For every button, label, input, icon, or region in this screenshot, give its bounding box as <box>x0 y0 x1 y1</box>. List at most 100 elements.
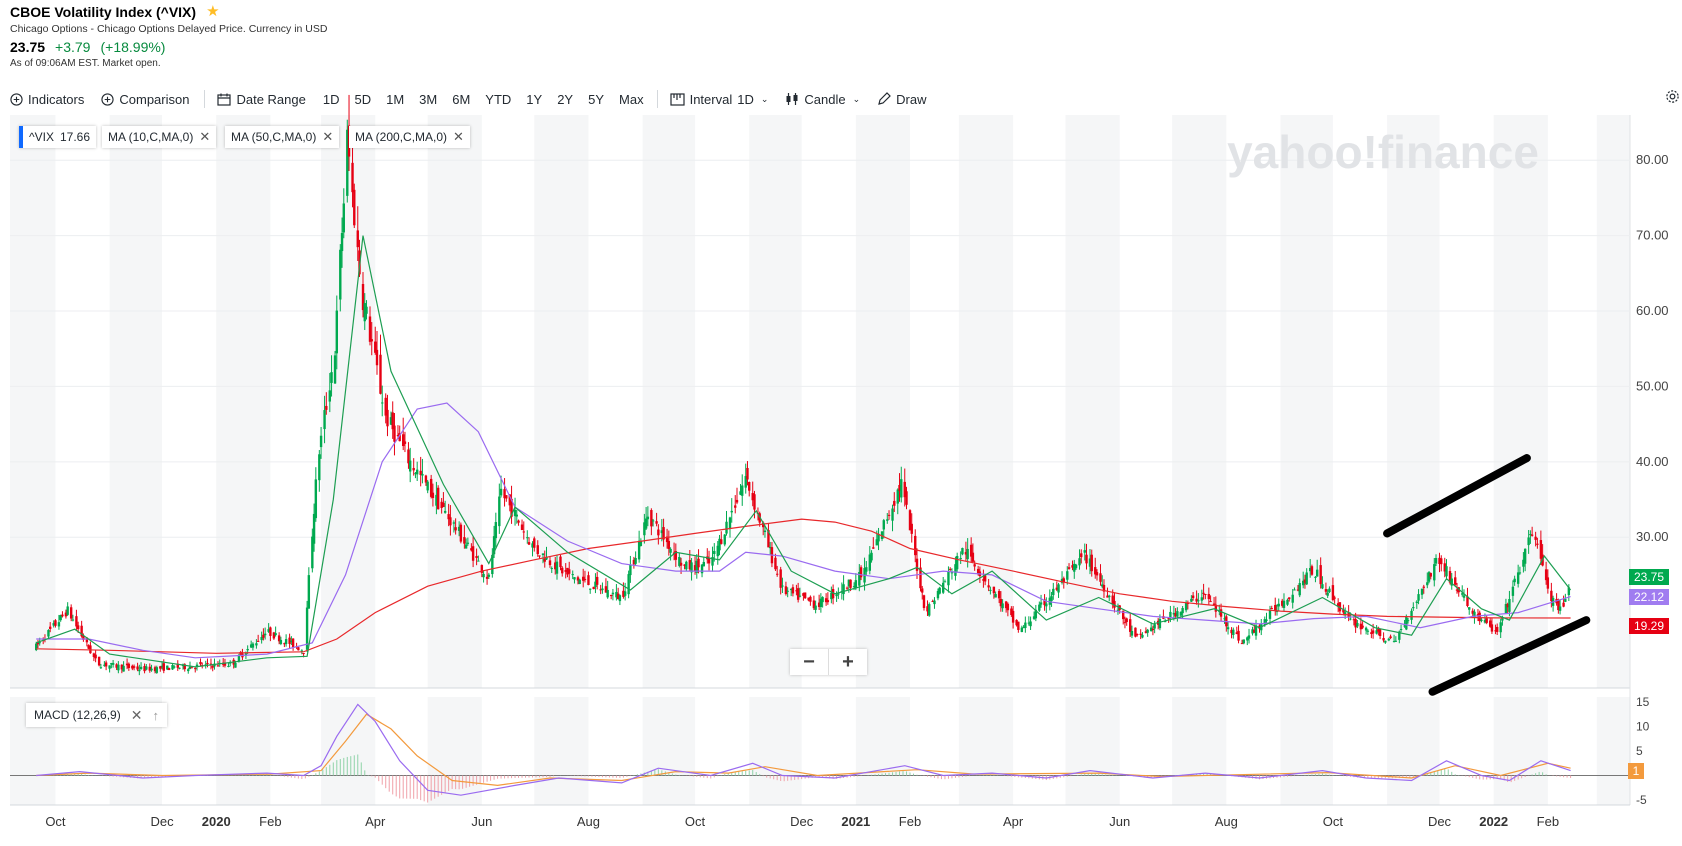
candle-body <box>556 562 558 574</box>
month-band <box>643 115 695 688</box>
close-icon[interactable]: ✕ <box>322 129 333 145</box>
x-tick-label: Jun <box>471 814 492 829</box>
close-icon[interactable]: ✕ <box>453 129 464 145</box>
candle-body <box>1321 584 1323 588</box>
candle-body <box>1527 537 1529 545</box>
month-band <box>749 115 801 688</box>
candle-body <box>274 633 276 635</box>
candle-body <box>1176 611 1178 617</box>
candle-body <box>1278 604 1280 607</box>
candle-body <box>302 653 304 654</box>
candle-body <box>463 537 465 544</box>
candle-body <box>1001 603 1003 608</box>
candle-body <box>351 163 353 192</box>
candle-body <box>477 561 479 562</box>
ma50-price-label: 22.12 <box>1629 589 1669 605</box>
candle-body <box>255 643 257 645</box>
candle-body <box>573 577 575 579</box>
candle-body <box>680 563 682 566</box>
candle-body <box>860 567 862 577</box>
legend-ma10[interactable]: MA (10,C,MA,0) ✕ <box>102 126 216 148</box>
candle-body <box>587 575 589 585</box>
zoom-out-button[interactable]: − <box>790 649 829 675</box>
candle-body <box>1328 589 1330 592</box>
candle-body <box>1096 572 1098 575</box>
candle-body <box>1513 579 1515 582</box>
legend-vix[interactable]: ^VIX 17.66 <box>19 126 96 148</box>
candle-body <box>329 390 331 401</box>
candle-body <box>1084 550 1086 553</box>
x-tick-label: Dec <box>790 814 814 829</box>
macd-y-tick-label: -5 <box>1636 793 1647 807</box>
candle-body <box>426 482 428 491</box>
candle-body <box>947 572 949 585</box>
candle-body <box>285 639 287 644</box>
candle-body <box>1209 601 1211 602</box>
x-tick-label: Aug <box>577 814 600 829</box>
candle-body <box>371 339 373 341</box>
candle-body <box>343 203 345 232</box>
candle-body <box>1091 555 1093 572</box>
x-tick-label: Feb <box>1537 814 1559 829</box>
candle-body <box>579 580 581 584</box>
x-tick-label: Feb <box>899 814 921 829</box>
candle-body <box>315 479 317 518</box>
candle-body <box>589 589 591 590</box>
zoom-controls: − + <box>790 649 867 675</box>
candle-body <box>741 485 743 495</box>
zoom-in-button[interactable]: + <box>829 649 867 675</box>
arrow-up-icon[interactable]: ↑ <box>152 708 159 723</box>
month-band <box>1494 697 1548 805</box>
candle-body <box>647 517 649 520</box>
candle-body <box>318 454 320 480</box>
candle-body <box>1108 596 1110 597</box>
candle-body <box>814 606 816 610</box>
candle-body <box>870 553 872 561</box>
candle-body <box>1388 639 1390 641</box>
candle-body <box>746 468 748 480</box>
macd-y-tick-label: 15 <box>1636 695 1650 709</box>
candle-body <box>425 476 427 483</box>
candle-body <box>1066 571 1068 580</box>
candle-body <box>1038 605 1040 611</box>
watermark: yahoo!finance <box>1227 126 1539 178</box>
candle-body <box>729 518 731 529</box>
month-band <box>428 697 482 805</box>
candle-body <box>921 588 923 592</box>
candle-body <box>1099 573 1101 581</box>
close-icon[interactable]: ✕ <box>131 707 143 724</box>
close-icon[interactable]: ✕ <box>199 129 210 145</box>
candle-body <box>280 640 282 644</box>
candle-body <box>330 372 332 383</box>
candle-body <box>1547 577 1549 588</box>
y-tick-label: 50.00 <box>1636 378 1669 393</box>
candle-body <box>984 575 986 581</box>
candle-body <box>619 595 621 601</box>
candle-body <box>1305 572 1307 584</box>
candle-body <box>785 586 787 594</box>
candle-body <box>572 574 574 575</box>
candle-body <box>1531 535 1533 536</box>
candle-body <box>786 591 788 592</box>
candle-body <box>1125 618 1127 622</box>
candle-body <box>657 530 659 536</box>
x-tick-label: Oct <box>45 814 66 829</box>
macd-legend[interactable]: MACD (12,26,9) ✕ ↑ <box>26 703 167 727</box>
candle-body <box>156 667 158 673</box>
candle-body <box>334 355 336 383</box>
candle-body <box>551 568 553 569</box>
candle-body <box>432 493 434 498</box>
candle-body <box>1029 621 1031 626</box>
candle-body <box>194 668 196 669</box>
candle-body <box>1075 565 1077 568</box>
candle-body <box>393 426 395 442</box>
x-tick-label: 2020 <box>202 814 231 829</box>
y-tick-label: 40.00 <box>1636 454 1669 469</box>
macd-y-tick-label: 10 <box>1636 719 1650 733</box>
candle-body <box>444 511 446 513</box>
candle-body <box>1519 572 1521 573</box>
legend-ma50[interactable]: MA (50,C,MA,0) ✕ <box>225 126 339 148</box>
candle-body <box>1293 589 1295 590</box>
candle-body <box>1316 570 1318 577</box>
legend-ma200[interactable]: MA (200,C,MA,0) ✕ <box>349 126 470 148</box>
